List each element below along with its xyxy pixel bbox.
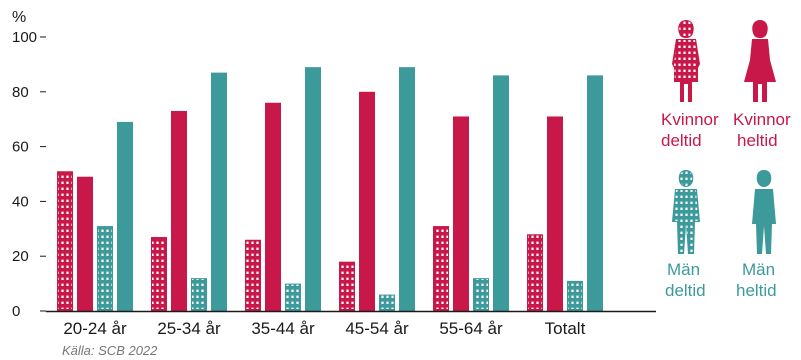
man-solid-icon — [752, 170, 776, 254]
bar-pattern-kvinnor-deltid — [434, 227, 448, 309]
bar-pattern-man-deltid — [192, 279, 206, 309]
legend-label-kvinnor-heltid-line2: heltid — [737, 131, 778, 150]
y-tick-label: 40 — [12, 193, 29, 210]
y-tick-label: 80 — [12, 84, 29, 101]
bar-man-heltid — [117, 121, 133, 311]
bar-pattern-man-deltid — [474, 279, 488, 309]
bar-pattern-man-deltid — [286, 284, 300, 309]
bar-man-heltid — [493, 75, 509, 311]
y-tick-label: 0 — [12, 303, 20, 320]
bar-man-heltid — [399, 67, 415, 311]
x-axis-labels: 20-24 år 25-34 år 35-44 år 45-54 år 55-64 år… — [63, 319, 585, 338]
legend-label-man-heltid-line1: Män — [742, 260, 775, 279]
bar-kvinnor-heltid — [547, 116, 563, 312]
y-tick-label: 60 — [12, 139, 29, 156]
bar-pattern-kvinnor-deltid — [246, 240, 260, 309]
legend-label-kvinnor-heltid-line1: Kvinnor — [733, 110, 791, 129]
x-tick-label: 20-24 år — [63, 319, 127, 338]
x-tick-label: 35-44 år — [251, 319, 315, 338]
bar-pattern-kvinnor-deltid — [58, 172, 72, 309]
x-tick-label: Totalt — [545, 319, 586, 338]
legend-item-man-heltid: Män heltid — [736, 170, 777, 300]
bar-man-heltid — [587, 75, 603, 311]
man-dotted-icon — [672, 170, 700, 254]
legend-label-kvinnor-deltid-line1: Kvinnor — [661, 110, 719, 129]
y-unit-label: % — [12, 9, 26, 26]
x-tick-label: 45-54 år — [345, 319, 409, 338]
legend: Kvinnor deltid Kvinnor heltid Män deltid — [661, 20, 791, 300]
legend-label-man-deltid-line2: deltid — [665, 281, 706, 300]
bar-kvinnor-heltid — [453, 116, 469, 312]
y-tick-label: 20 — [12, 248, 29, 265]
legend-item-man-deltid: Män deltid — [665, 170, 706, 300]
bar-pattern-kvinnor-deltid — [340, 262, 354, 309]
source-note: Källa: SCB 2022 — [62, 343, 158, 358]
legend-label-man-heltid-line2: heltid — [736, 281, 777, 300]
bars — [57, 67, 603, 312]
bar-kvinnor-heltid — [359, 91, 375, 311]
x-tick-label: 55-64 år — [439, 319, 503, 338]
y-axis: 0 20 40 60 80 100 — [12, 29, 46, 320]
bar-pattern-man-deltid — [380, 295, 394, 309]
bar-man-heltid — [305, 67, 321, 311]
legend-item-kvinnor-deltid: Kvinnor deltid — [661, 20, 719, 150]
legend-item-kvinnor-heltid: Kvinnor heltid — [733, 20, 791, 150]
legend-label-kvinnor-deltid-line2: deltid — [661, 131, 702, 150]
y-tick-label: 100 — [12, 29, 37, 46]
bar-pattern-man-deltid — [98, 227, 112, 309]
bar-kvinnor-heltid — [171, 110, 187, 311]
bar-kvinnor-heltid — [77, 176, 93, 311]
bar-pattern-kvinnor-deltid — [528, 235, 542, 309]
bar-pattern-kvinnor-deltid — [152, 238, 166, 309]
bar-kvinnor-heltid — [265, 102, 281, 311]
woman-solid-icon — [744, 20, 776, 102]
legend-label-man-deltid-line1: Män — [667, 260, 700, 279]
bar-pattern-man-deltid — [568, 281, 582, 309]
woman-dotted-icon — [672, 20, 700, 102]
bar-man-heltid — [211, 72, 227, 312]
x-tick-label: 25-34 år — [157, 319, 221, 338]
